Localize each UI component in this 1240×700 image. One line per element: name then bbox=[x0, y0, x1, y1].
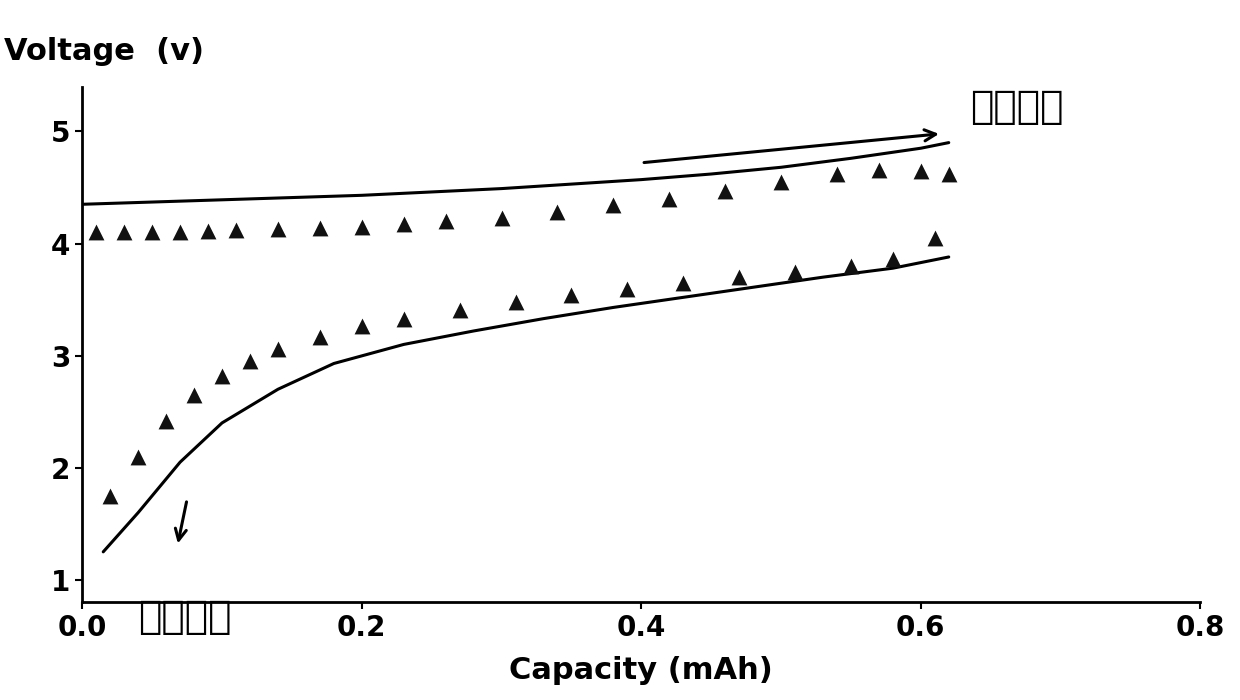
Point bbox=[87, 227, 107, 238]
Point bbox=[827, 169, 847, 180]
Point bbox=[352, 321, 372, 332]
Point bbox=[911, 165, 931, 176]
Point bbox=[268, 223, 288, 235]
Point bbox=[618, 284, 637, 295]
Point bbox=[185, 389, 205, 400]
Point bbox=[450, 304, 470, 315]
Point bbox=[869, 164, 889, 175]
Text: 放电曲线: 放电曲线 bbox=[138, 598, 232, 636]
Point bbox=[394, 219, 414, 230]
Point bbox=[394, 313, 414, 324]
Point bbox=[170, 227, 190, 238]
Point bbox=[548, 206, 568, 218]
Point bbox=[156, 415, 176, 426]
Point bbox=[715, 186, 735, 197]
Point bbox=[491, 212, 511, 223]
Point bbox=[310, 222, 330, 233]
Point bbox=[729, 272, 749, 283]
Point bbox=[883, 253, 903, 265]
Point bbox=[310, 331, 330, 342]
Point bbox=[673, 277, 693, 288]
Point bbox=[925, 232, 945, 244]
Point bbox=[435, 216, 455, 227]
Point bbox=[241, 356, 260, 367]
Point bbox=[352, 221, 372, 232]
Point bbox=[660, 193, 680, 204]
Point bbox=[771, 176, 791, 188]
Point bbox=[506, 296, 526, 307]
Point bbox=[143, 227, 162, 238]
Point bbox=[604, 199, 624, 211]
Point bbox=[841, 260, 861, 272]
Point bbox=[226, 225, 246, 236]
Text: 充电曲线: 充电曲线 bbox=[970, 88, 1063, 126]
Text: Voltage  (v): Voltage (v) bbox=[4, 37, 205, 66]
Point bbox=[785, 266, 805, 277]
Point bbox=[128, 451, 148, 462]
Point bbox=[212, 370, 232, 382]
Point bbox=[268, 343, 288, 354]
Point bbox=[939, 169, 959, 180]
Point bbox=[114, 227, 134, 238]
X-axis label: Capacity (mAh): Capacity (mAh) bbox=[510, 656, 774, 685]
Point bbox=[100, 490, 120, 501]
Point bbox=[562, 290, 582, 301]
Point bbox=[198, 225, 218, 237]
